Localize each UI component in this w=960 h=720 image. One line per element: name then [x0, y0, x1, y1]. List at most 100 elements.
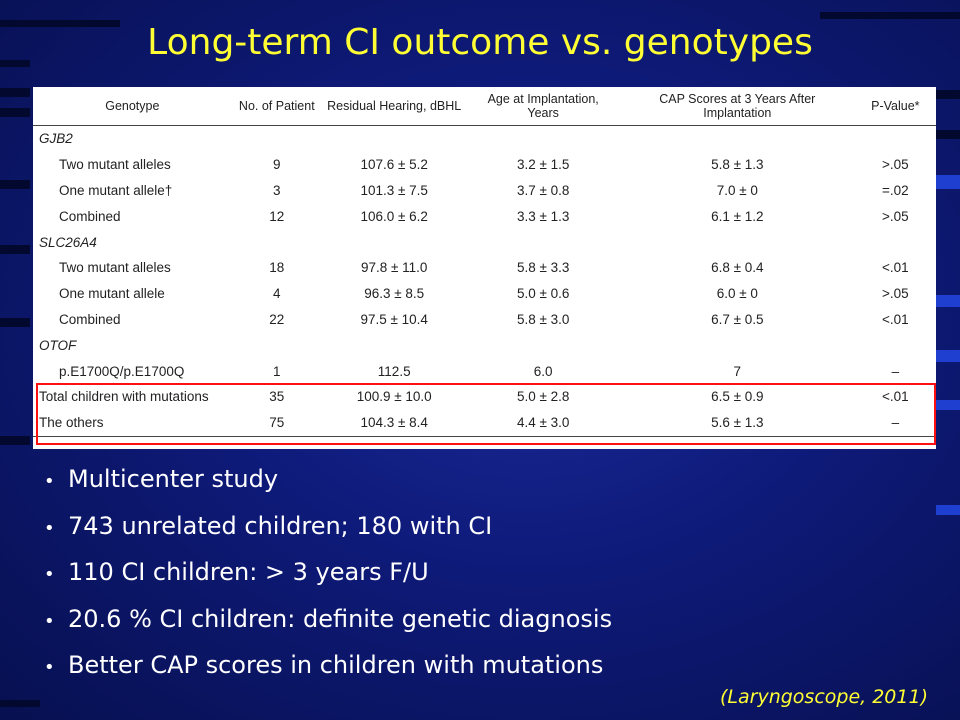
table-cell: >.05: [882, 286, 909, 302]
decor-stripe: [0, 245, 30, 254]
row-label: Combined: [59, 208, 121, 224]
table-cell: 4.4 ± 3.0: [466, 409, 620, 437]
table-row: Combined 12 106.0 ± 6.2 3.3 ± 1.3 6.1 ± 1.2 >…: [33, 203, 936, 229]
column-header: P-Value*: [854, 87, 936, 126]
table-cell: 96.3 ± 8.5: [364, 286, 425, 302]
bullet-text: 743 unrelated children; 180 with CI: [68, 511, 493, 540]
table-cell: 35: [269, 389, 285, 405]
table-cell: 3: [273, 182, 281, 198]
table-cell: 3.2 ± 1.5: [516, 157, 570, 173]
table-cell: >.05: [882, 208, 909, 224]
decor-stripe: [0, 20, 120, 27]
bullet-dot-icon: •: [44, 610, 55, 632]
table-group-row: OTOF: [33, 332, 936, 358]
table-row: Combined 22 97.5 ± 10.4 5.8 ± 3.0 6.7 ± 0.5 <…: [33, 307, 936, 333]
table-cell: 97.8 ± 11.0: [360, 260, 428, 276]
table-cell: 6.5 ± 0.9: [711, 389, 764, 405]
table-cell: >.05: [882, 157, 909, 173]
table-cell: 104.3 ± 8.4: [321, 409, 467, 437]
table-cell: 9: [273, 157, 281, 173]
table-cell: <.01: [882, 260, 909, 276]
row-label: Two mutant alleles: [59, 260, 171, 276]
table-cell: 3.3 ± 1.3: [516, 208, 570, 224]
data-table: Genotype No. of Patient Residual Hearing, …: [33, 87, 936, 437]
table-cell: 7: [733, 363, 742, 379]
row-label: Combined: [59, 311, 121, 327]
table-cell: 5.8 ± 3.3: [516, 260, 570, 276]
table-row: p.E1700Q/p.E1700Q 1 112.5 6.0 7 –: [33, 358, 936, 384]
bullet-item: • 743 unrelated children; 180 with CI: [44, 503, 612, 550]
bullet-text: 110 CI children: > 3 years F/U: [68, 558, 429, 586]
table-cell: 12: [269, 208, 285, 224]
highlight-box: [36, 383, 936, 445]
table-row: One mutant allele 4 96.3 ± 8.5 5.0 ± 0.6 6.0…: [33, 281, 936, 307]
table-cell: 6.0 ± 0: [716, 286, 758, 302]
decor-stripe: [936, 350, 960, 362]
decor-stripe: [0, 60, 30, 67]
column-header: CAP Scores at 3 Years After Implantation: [619, 87, 855, 126]
table-cell: 112.5: [377, 363, 411, 379]
table-row: Total children with mutations 35 100.9 ± 1…: [33, 384, 936, 410]
bullet-text: 20.6 % CI children: definite genetic dia…: [68, 604, 613, 633]
decor-stripe: [936, 505, 960, 515]
table-cell: 6.0: [533, 363, 553, 379]
column-header: No. of Patient: [231, 87, 322, 126]
column-header: Residual Hearing, dBHL: [321, 87, 467, 126]
decor-stripe: [936, 90, 960, 99]
column-header: Genotype: [33, 87, 232, 126]
table-group-row: SLC26A4: [33, 229, 936, 255]
row-label: Two mutant alleles: [59, 157, 171, 173]
table-cell: 22: [269, 311, 285, 327]
table-cell: 100.9 ± 10.0: [356, 389, 432, 405]
table-cell: 1: [273, 363, 281, 379]
table-cell: 75: [231, 409, 322, 437]
table-cell: 6.7 ± 0.5: [711, 311, 764, 327]
genotype-table: Genotype No. of Patient Residual Hearing, …: [33, 87, 936, 449]
table-cell: =.02: [882, 182, 909, 198]
table-row: Two mutant alleles 18 97.8 ± 11.0 5.8 ± 3.3…: [33, 255, 936, 281]
table-cell: 7.0 ± 0: [716, 182, 758, 198]
group-label: SLC26A4: [39, 234, 97, 250]
decor-stripe: [0, 700, 40, 707]
table-cell: 106.0 ± 6.2: [360, 208, 428, 224]
table-cell: 97.5 ± 10.4: [360, 311, 428, 327]
decor-stripe: [936, 295, 960, 307]
bullet-item: • Better CAP scores in children with muta…: [44, 642, 612, 689]
table-cell: 4: [273, 286, 281, 302]
table-cell: 3.7 ± 0.8: [516, 182, 570, 198]
slide-title: Long-term CI outcome vs. genotypes: [147, 22, 813, 63]
decor-stripe: [936, 130, 960, 139]
table-cell: 5.0 ± 0.6: [516, 286, 570, 302]
bullet-dot-icon: •: [44, 471, 55, 492]
decor-stripe: [0, 108, 30, 117]
table-cell: 18: [269, 260, 285, 276]
row-label: Total children with mutations: [39, 389, 209, 405]
table-row: One mutant allele† 3 101.3 ± 7.5 3.7 ± 0.8 7…: [33, 178, 936, 204]
table-cell: –: [854, 409, 936, 437]
table-cell: 6.8 ± 0.4: [711, 260, 764, 276]
decor-stripe: [0, 180, 30, 189]
group-label: OTOF: [39, 337, 77, 353]
table-cell: 6.1 ± 1.2: [711, 208, 764, 224]
column-header: Age at Implantation, Years: [466, 87, 620, 126]
table-group-row: GJB2: [33, 126, 936, 152]
bullet-dot-icon: •: [44, 657, 55, 678]
table-cell: <.01: [882, 389, 909, 405]
bullet-text: Multicenter study: [68, 465, 279, 493]
table-cell: 5.0 ± 2.8: [516, 389, 570, 405]
table-body: GJB2 Two mutant alleles 9 107.6 ± 5.2 3.2 ± …: [33, 126, 936, 437]
table-row: Two mutant alleles 9 107.6 ± 5.2 3.2 ± 1.5 5…: [33, 152, 936, 178]
citation: (Laryngoscope, 2011): [720, 686, 928, 708]
bullet-text: Better CAP scores in children with mutat…: [68, 651, 604, 679]
table-header-row: Genotype No. of Patient Residual Hearing, …: [33, 87, 936, 126]
decor-stripe: [936, 400, 960, 410]
table-cell: 5.6 ± 1.3: [619, 409, 855, 437]
table-row: The others 75 104.3 ± 8.4 4.4 ± 3.0 5.6 ± 1.…: [33, 409, 936, 437]
row-label: p.E1700Q/p.E1700Q: [59, 363, 185, 379]
decor-stripe: [0, 88, 30, 97]
decor-stripe: [0, 318, 30, 327]
table-cell: 5.8 ± 1.3: [711, 157, 764, 173]
row-label: The others: [33, 409, 232, 437]
decor-stripe: [820, 12, 960, 19]
row-label: One mutant allele†: [59, 182, 173, 198]
